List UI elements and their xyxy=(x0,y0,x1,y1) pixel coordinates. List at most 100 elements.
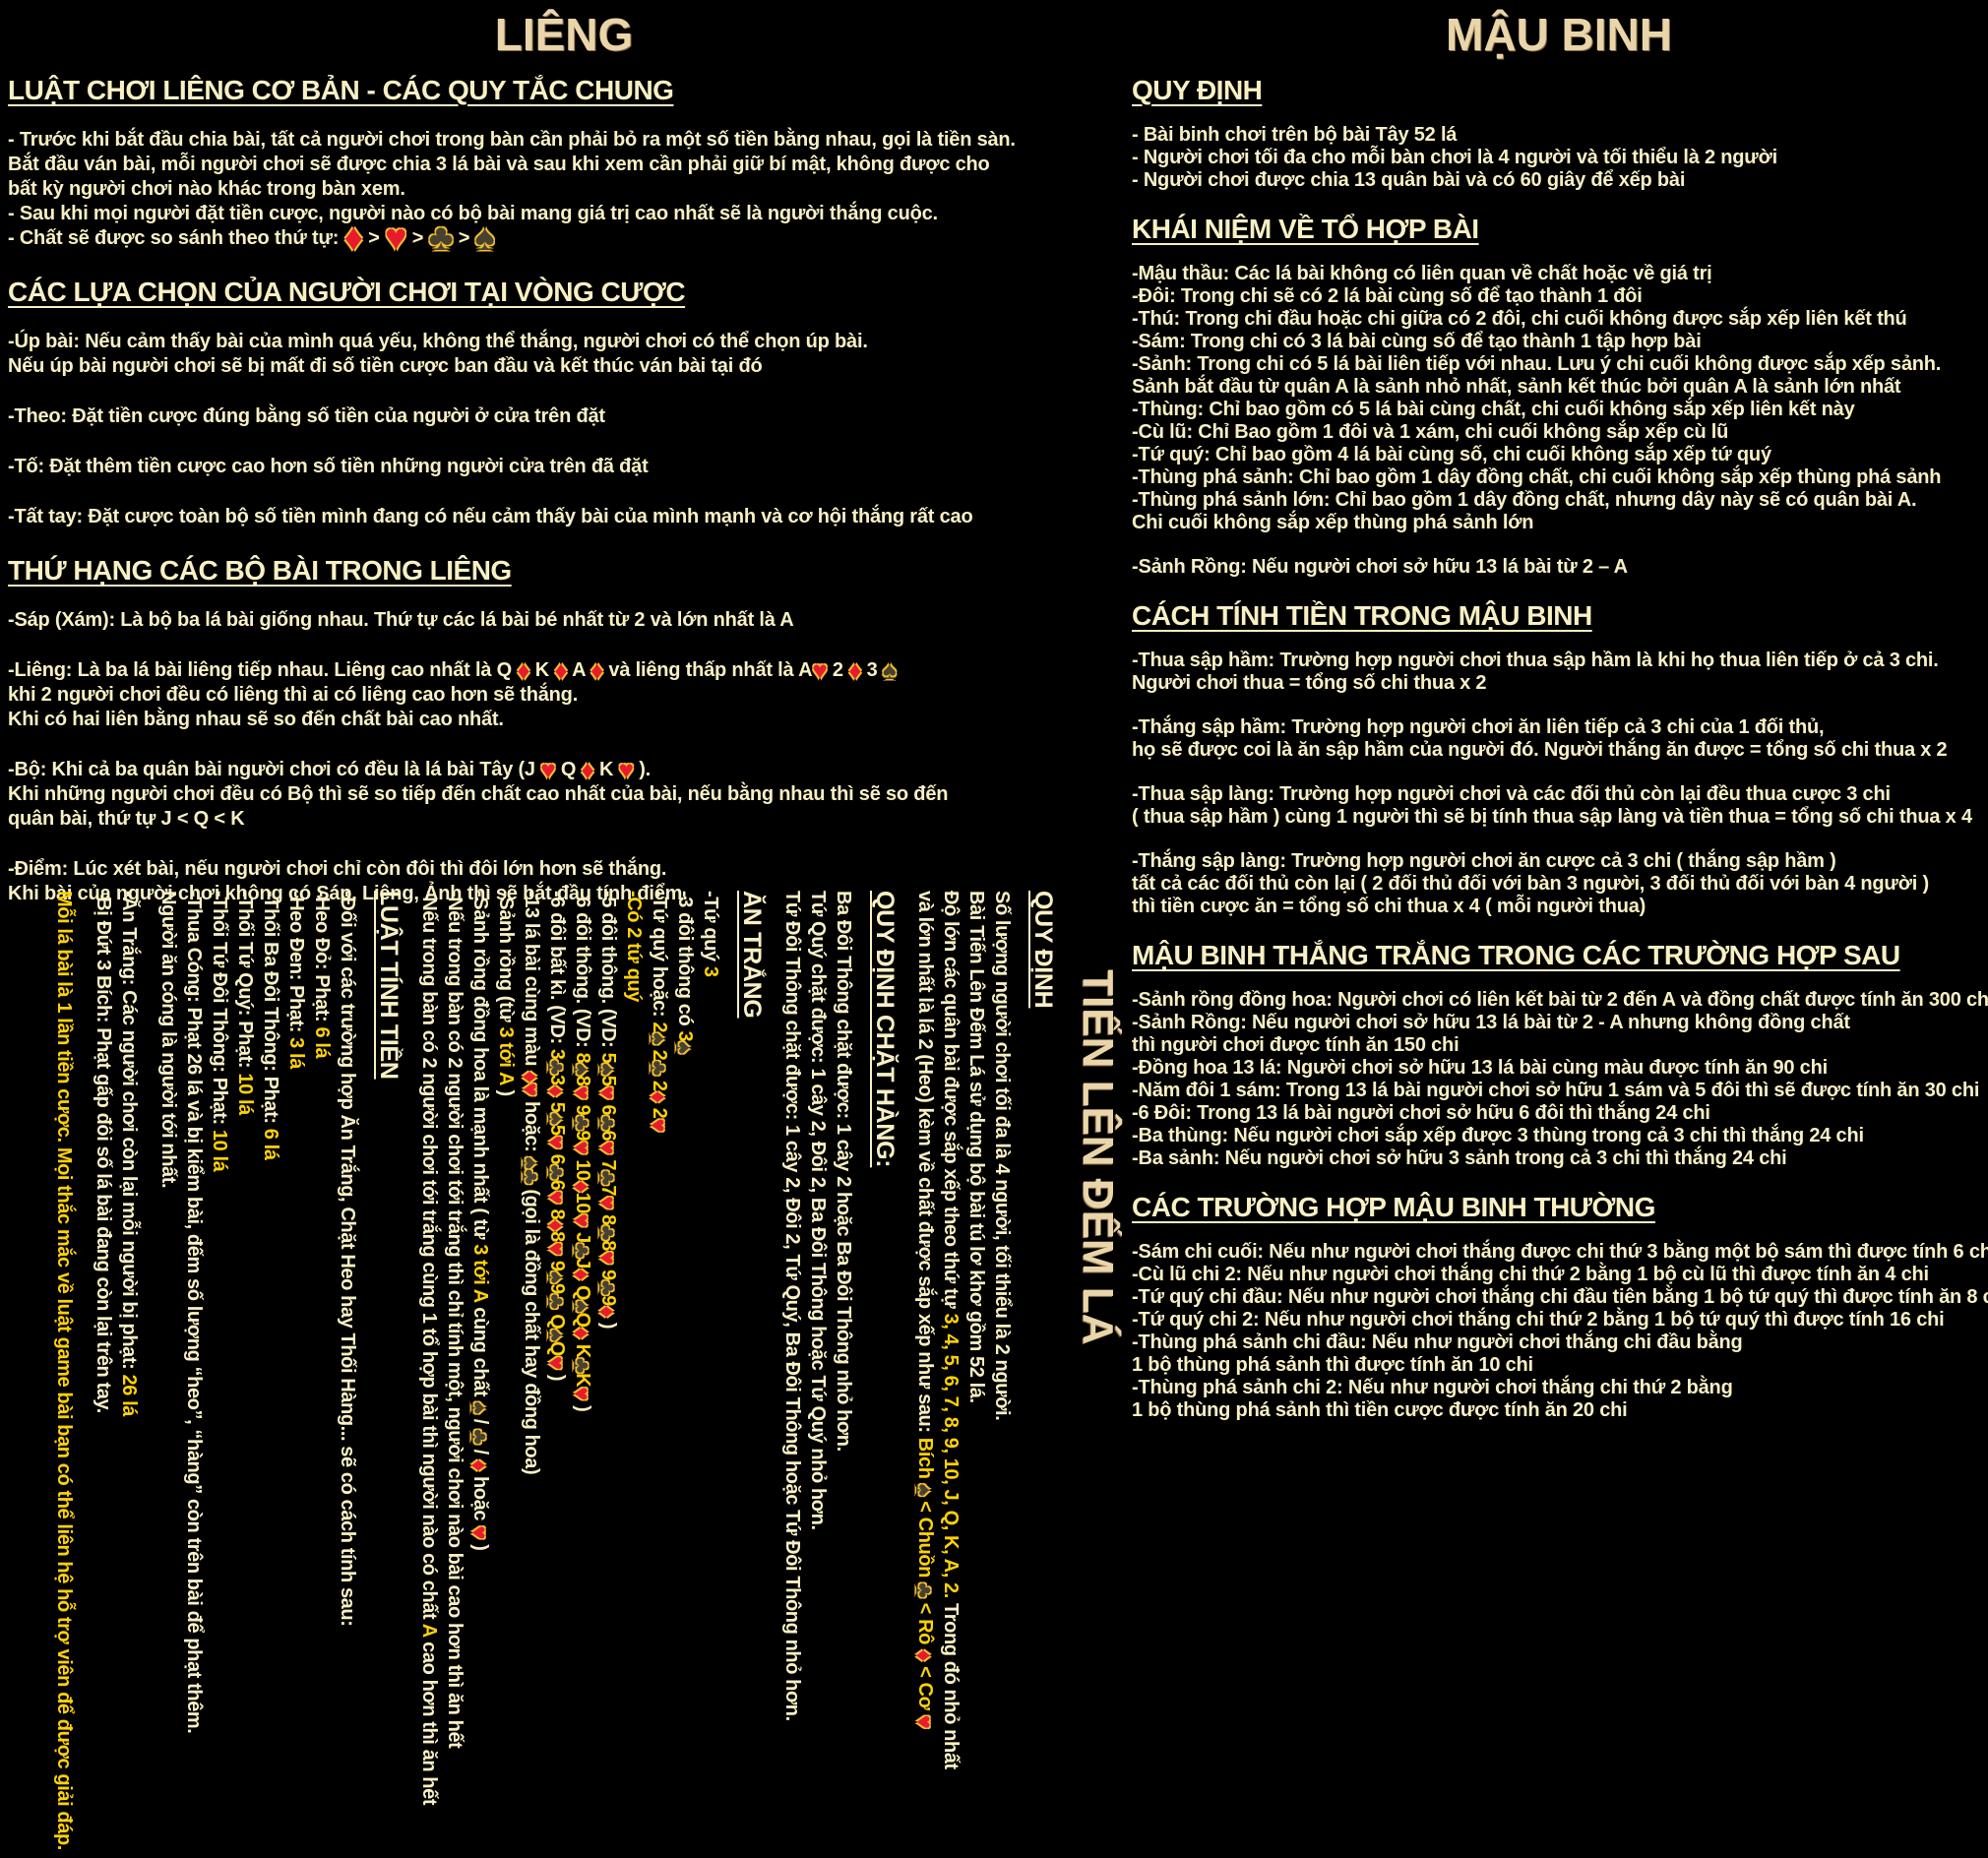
text-line: -Nếu trong bàn có 2 người chơi tới trắng… xyxy=(442,891,467,1858)
text: -Nếu trong bàn có 2 người chơi tới trắng… xyxy=(444,891,466,1749)
section-heading: CÁCH TÍNH TIỀN TRONG MẬU BINH xyxy=(1132,600,1592,631)
highlight-text: 9 xyxy=(572,1104,593,1116)
highlight-text: 7 xyxy=(597,1185,619,1197)
text-line: -Sảnh Rồng: Nếu người chơi sở hữu 13 lá … xyxy=(1132,1012,1986,1034)
text-line: -Sảnh rồng đồng hoa là mạnh nhất ( từ 3 … xyxy=(466,891,492,1551)
text: (gọi là đồng chất hay đồng hoa) xyxy=(521,1184,542,1475)
text-line: -Tứ quý: Chỉ bao gồm 4 lá bài cùng số, c… xyxy=(1132,444,1986,466)
text-line: và lớn nhất là lá 2 (Heo) kèm về chất đư… xyxy=(910,891,937,1729)
text-line: Người chơi thua = tổng số chi thua x 2 xyxy=(1132,672,1986,695)
text: -Thối Ba Đôi Thông: Phạt: xyxy=(260,891,281,1129)
text: -Năm đôi 1 sám: Trong 13 lá bài người ch… xyxy=(1132,1080,1980,1101)
highlight-text: Q xyxy=(546,1314,568,1330)
text: -5 đôi thông. (VD: xyxy=(597,891,619,1053)
text-line: Khi bài của người chơi không có Sáp, Liê… xyxy=(8,882,1120,906)
text-line: -6 đôi thông. (VD: 8♠8♥ 9♣9♥ 10♦10♥ J♣J♦… xyxy=(568,891,594,1412)
highlight-text: 8 xyxy=(572,1052,593,1064)
text: - Người chơi tối đa cho mỗi bàn chơi là … xyxy=(1132,147,1777,168)
text: -Sảnh rồng đồng hoa là mạnh nhất ( từ xyxy=(469,891,491,1245)
text-line: Chi cuối không sắp xếp thùng phá sảnh lớ… xyxy=(1132,512,1986,534)
paragraph-block: -Mậu thầu: Các lá bài không có liên quan… xyxy=(1132,263,1986,534)
text: thì tiền cược ăn = tổng số chi thua x 4 … xyxy=(1132,896,1646,917)
section-heading: KHÁI NIỆM VỀ TỔ HỢP BÀI xyxy=(1132,214,1479,244)
text: -Thua Cóng: Phạt 26 lá và bị kiểm bài, đ… xyxy=(183,891,205,1734)
text-line: -Nếu trong bàn có 2 người chơi tới trắng… xyxy=(416,891,442,1858)
lieng-title: LIÊNG xyxy=(494,9,634,60)
highlight-text: 6 lá xyxy=(311,1026,333,1059)
highlight-text: A xyxy=(418,1623,440,1638)
highlight-text: 10 lá xyxy=(209,1129,230,1172)
highlight-text: Q xyxy=(546,1340,568,1356)
text: -Heo Đỏ: Phạt: xyxy=(311,891,333,1027)
text-line: -Sám chi cuối: Nếu như người chơi thắng … xyxy=(1132,1241,1988,1264)
text: -Sám: Trong chi có 3 lá bài cùng số để t… xyxy=(1132,331,1702,352)
text-line: -Thùng phá sảnh chi đầu: Nếu như người c… xyxy=(1132,1332,1986,1354)
text-line: Khi có hai liên bằng nhau sẽ so đến chất… xyxy=(8,708,1120,732)
text-line: -Mậu thầu: Các lá bài không có liên quan… xyxy=(1132,263,1986,285)
text: ) xyxy=(469,1539,491,1551)
highlight-text: 5 xyxy=(597,1052,619,1064)
text-line: -Thối Tứ Quý: Phạt: 10 lá xyxy=(232,891,258,1858)
text: ) xyxy=(597,1317,619,1330)
maubinh-rules-column: MẬU BINH QUY ĐỊNH - Bài binh chơi trên bộ… xyxy=(1132,0,1988,1444)
text: -Ăn Trắng: Các người chơi còn lại mỗi ng… xyxy=(118,891,140,1375)
text-line: -Thùng phá sảnh chi 2: Nếu như người chơ… xyxy=(1132,1377,1986,1399)
text-line: -Heo Đỏ: Phạt: 6 lá xyxy=(309,891,335,1858)
paragraph-block: -Tố: Đặt thêm tiền cược cao hơn số tiền … xyxy=(8,455,1120,479)
text: -Thùng phá sảnh lớn: Chỉ bao gồm 1 dây đ… xyxy=(1132,489,1917,511)
text: -6 đôi thông. (VD: xyxy=(572,891,593,1053)
text-line: Tứ Quý chặt được: 1 cây 2, Đôi 2, Ba Đôi… xyxy=(805,891,831,1858)
highlight-text: 6 xyxy=(597,1130,619,1142)
text-line: -Sáp (Xám): Là bộ ba lá bài giống nhau. … xyxy=(8,608,1120,633)
highlight-text: -Có 2 tứ quý xyxy=(623,891,645,1003)
text-line: -Tứ quý hoặc: 2♠ 2♣ 2♦ 2♥ xyxy=(645,891,671,1133)
paragraph-block: -Ăn Trắng: Các người chơi còn lại mỗi ng… xyxy=(91,891,142,1858)
paragraph-block: Ba Đôi Thông chặt được: 1 cây 2 hoặc Ba … xyxy=(779,891,856,1858)
text: Tứ Quý chặt được: 1 cây 2, Đôi 2, Ba Đôi… xyxy=(807,891,829,1530)
paragraph-block: -Sáp (Xám): Là bộ ba lá bài giống nhau. … xyxy=(8,608,1120,633)
text: -6 Đôi: Trong 13 lá bài người chơi sở hữ… xyxy=(1132,1102,1710,1124)
text: ). xyxy=(633,759,652,780)
text: -3 đôi thông có xyxy=(674,891,696,1031)
text: hoặc: xyxy=(521,1095,542,1157)
text-line: -3 đôi thông có 3♠ xyxy=(670,891,697,1054)
highlight-text: 6 xyxy=(546,1179,568,1191)
highlight-text: 5 xyxy=(546,1124,568,1136)
text: - Chất sẽ được so sánh theo thứ tự: xyxy=(8,227,344,249)
text-line: -Thùng phá sảnh: Chỉ bao gồm 1 dây đồng … xyxy=(1132,466,1986,489)
highlight-text: 8 xyxy=(597,1214,619,1225)
text: Q xyxy=(555,759,582,780)
maubinh-title: MẬU BINH xyxy=(1446,9,1672,60)
text-line: -Thối Tứ Đôi Thông: Phạt: 10 lá xyxy=(207,891,232,1858)
paragraph-block: -Sám chi cuối: Nếu như người chơi thắng … xyxy=(1132,1241,1988,1422)
text-line: - Bài binh chơi trên bộ bài Tây 52 lá xyxy=(1132,124,1986,147)
tienlen-footer-note: Mỗi lá bài là 1 lần tiền cược. Mọi thắc … xyxy=(51,891,77,1858)
highlight-text: 6 xyxy=(546,1153,568,1165)
text-line: -Ba thùng: Nếu người chơi sắp xếp được 3… xyxy=(1132,1125,1986,1147)
highlight-text: 8 xyxy=(546,1208,568,1220)
text-line: -Đồng hoa 13 lá: Người chơi sở hữu 13 lá… xyxy=(1132,1057,1986,1080)
highlight-text: K xyxy=(572,1373,593,1388)
text: - Người chơi được chia 13 quân bài và có… xyxy=(1132,169,1686,191)
text-line: -5 đôi thông. (VD: 5♠5♥ 6♣6♥ 7♣7♥ 8♣8♥ 9… xyxy=(593,891,620,1330)
text: và liêng thấp nhất là A xyxy=(603,659,813,681)
section-heading: QUY ĐỊNH xyxy=(1029,891,1057,1009)
section-heading: ĂN TRẮNG xyxy=(738,891,766,1019)
section-heading: LUẬT CHƠI LIÊNG CƠ BẢN - CÁC QUY TẮC CHU… xyxy=(8,75,674,105)
text: -Đồng hoa 13 lá: Người chơi sở hữu 13 lá… xyxy=(1132,1057,1828,1079)
text: Người chơi thua = tổng số chi thua x 2 xyxy=(1132,672,1487,694)
text-line: 1 bộ thùng phá sảnh thì được tính ăn 10 … xyxy=(1132,1354,1986,1377)
text: -Sảnh Rồng: Nếu người chơi sở hữu 13 lá … xyxy=(1132,556,1628,578)
text-line: -Bộ: Khi cả ba quân bài người chơi có đề… xyxy=(8,755,652,784)
highlight-text: 8 xyxy=(572,1075,593,1086)
text: -Sáp (Xám): Là bộ ba lá bài giống nhau. … xyxy=(8,609,794,631)
text-line: - Sau khi mọi người đặt tiền cược, người… xyxy=(8,202,1120,226)
text: -Thua sập làng: Trường hợp người chơi và… xyxy=(1132,783,1891,805)
text: ) xyxy=(572,1400,593,1412)
paragraph-block: -Thua sập hầm: Trường hợp người chơi thu… xyxy=(1132,650,1986,695)
text: ) xyxy=(546,1369,568,1382)
highlight-text: 2 xyxy=(649,1075,670,1091)
text-line: Số lượng người chơi tối đa là 4 người, t… xyxy=(989,891,1015,1858)
highlight-text: J xyxy=(572,1232,593,1243)
text: -Ba thùng: Nếu người chơi sắp xếp được 3… xyxy=(1132,1125,1864,1146)
